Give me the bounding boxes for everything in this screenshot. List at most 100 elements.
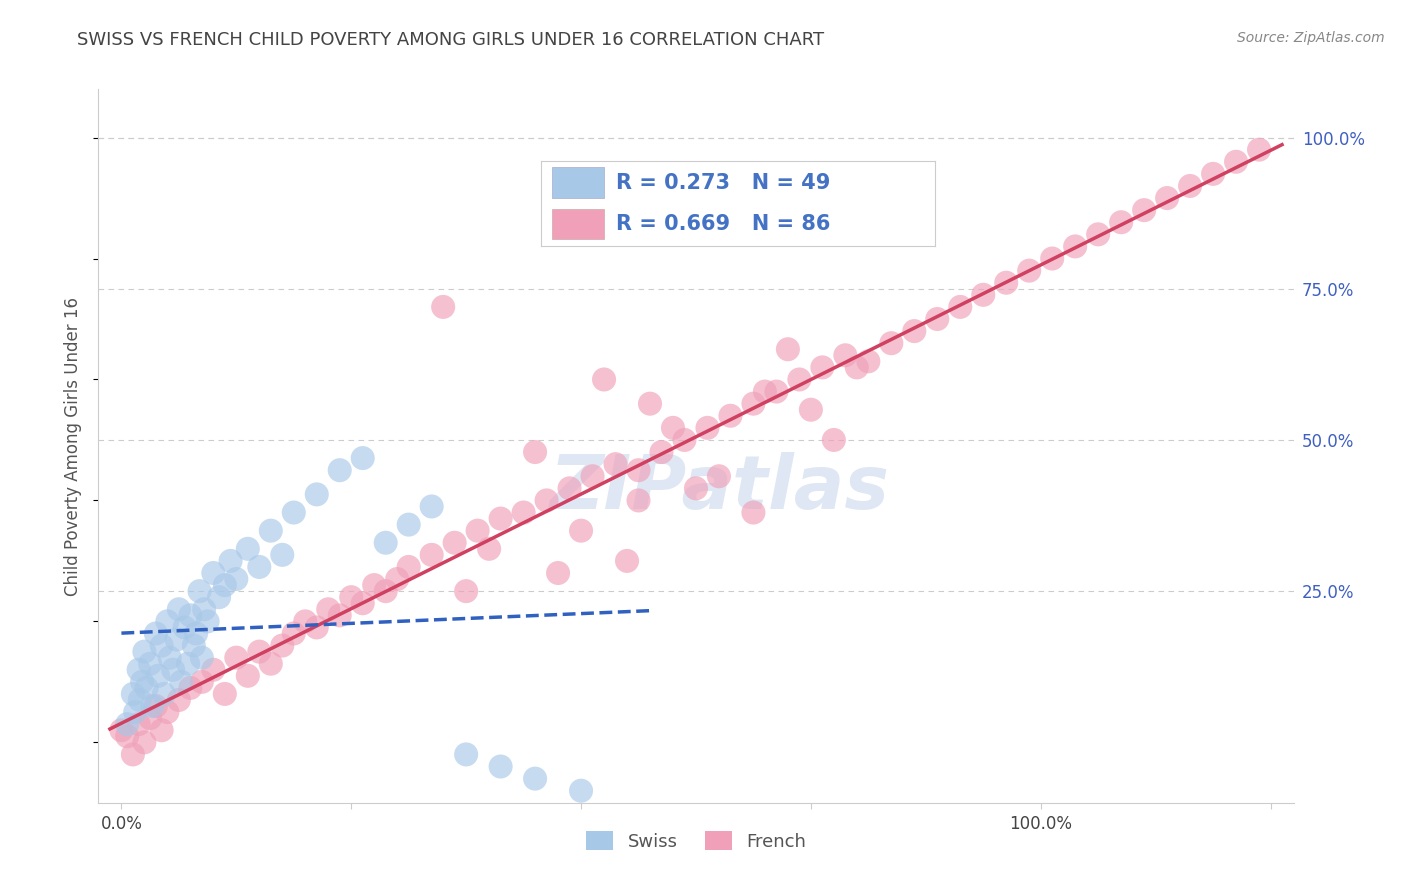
Point — [184, 626, 207, 640]
Point — [208, 590, 231, 604]
Point — [720, 409, 742, 423]
Point — [742, 397, 765, 411]
Point — [398, 560, 420, 574]
Point — [156, 615, 179, 629]
Point — [432, 300, 454, 314]
Point — [1133, 203, 1156, 218]
Point — [385, 572, 409, 586]
Point — [352, 451, 374, 466]
Point — [420, 548, 443, 562]
Point — [605, 457, 627, 471]
Text: ZIPatlas: ZIPatlas — [550, 452, 890, 525]
Point — [225, 650, 247, 665]
Point — [141, 699, 163, 714]
Point — [972, 288, 994, 302]
Point — [765, 384, 787, 399]
Point — [524, 772, 547, 786]
Point — [150, 639, 173, 653]
Point — [524, 445, 547, 459]
Point — [153, 687, 176, 701]
Legend: Swiss, French: Swiss, French — [579, 824, 813, 858]
Point — [170, 674, 193, 689]
Point — [134, 735, 156, 749]
Point — [456, 747, 478, 762]
Point — [789, 372, 811, 386]
Point — [225, 572, 247, 586]
Point — [995, 276, 1018, 290]
Point — [845, 360, 868, 375]
Point — [478, 541, 501, 556]
Point — [134, 645, 156, 659]
Point — [260, 524, 283, 538]
Point — [329, 608, 352, 623]
Point — [135, 681, 157, 695]
Point — [1225, 154, 1247, 169]
Point — [823, 433, 845, 447]
Point — [536, 493, 558, 508]
Point — [167, 693, 190, 707]
Point — [188, 584, 211, 599]
Point — [271, 639, 294, 653]
Point — [1156, 191, 1178, 205]
Point — [271, 548, 294, 562]
Point — [420, 500, 443, 514]
Point — [236, 541, 259, 556]
Point — [903, 324, 925, 338]
Point — [547, 566, 569, 580]
Point — [927, 312, 949, 326]
Point — [177, 657, 200, 671]
Point — [115, 729, 138, 743]
Point — [1040, 252, 1063, 266]
Point — [191, 650, 214, 665]
Point — [742, 506, 765, 520]
Point — [167, 602, 190, 616]
Point — [638, 397, 661, 411]
Point — [489, 511, 512, 525]
Point — [122, 687, 145, 701]
Point — [374, 584, 396, 599]
Point — [1018, 263, 1040, 277]
Point — [374, 535, 396, 549]
Point — [197, 615, 219, 629]
Point — [880, 336, 903, 351]
Point — [467, 524, 489, 538]
Point — [616, 554, 638, 568]
Point — [456, 584, 478, 599]
Point — [305, 487, 328, 501]
Point — [179, 681, 201, 695]
Point — [131, 674, 153, 689]
Point — [110, 723, 132, 738]
Point — [363, 578, 385, 592]
Point — [662, 421, 685, 435]
Point — [834, 348, 856, 362]
Point — [1064, 239, 1087, 253]
Point — [443, 535, 465, 549]
Point — [162, 663, 184, 677]
Point — [949, 300, 972, 314]
Point — [283, 506, 305, 520]
Point — [193, 602, 215, 616]
Point — [558, 481, 581, 495]
Point — [489, 759, 512, 773]
Point — [219, 554, 242, 568]
Point — [1087, 227, 1109, 242]
Point — [128, 717, 150, 731]
Point — [1109, 215, 1132, 229]
Point — [159, 650, 181, 665]
Point — [214, 578, 236, 592]
Point — [128, 663, 150, 677]
Point — [139, 657, 162, 671]
Point — [627, 463, 650, 477]
Point — [122, 747, 145, 762]
Point — [316, 602, 339, 616]
Point — [128, 693, 150, 707]
Point — [673, 433, 696, 447]
Point — [685, 481, 707, 495]
Point — [247, 645, 270, 659]
Point — [650, 445, 672, 459]
Point — [236, 669, 259, 683]
Y-axis label: Child Poverty Among Girls Under 16: Child Poverty Among Girls Under 16 — [65, 296, 83, 596]
Point — [858, 354, 880, 368]
Point — [283, 626, 305, 640]
Point — [148, 669, 170, 683]
